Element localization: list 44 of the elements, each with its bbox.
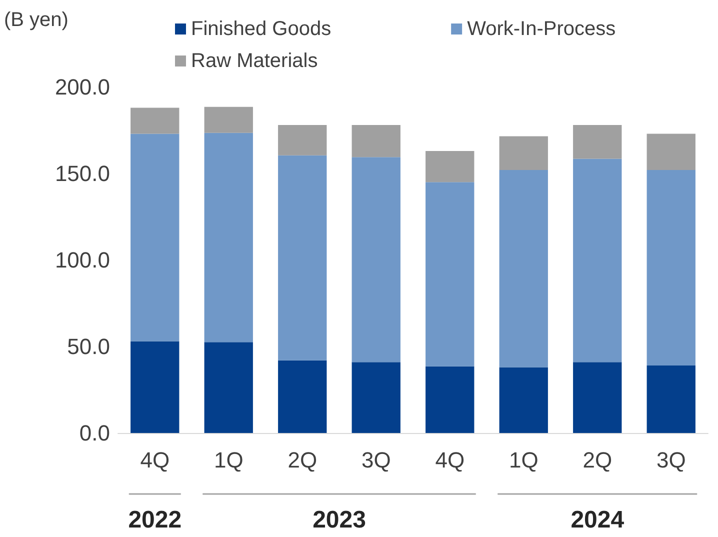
y-tick-label: 150.0 — [54, 161, 110, 186]
bar — [646, 366, 696, 433]
bar — [278, 125, 327, 156]
bar — [646, 134, 696, 170]
bar — [352, 157, 400, 362]
bar — [499, 136, 548, 170]
x-tick-label: 1Q — [508, 448, 538, 472]
bar — [573, 158, 622, 362]
x-tick-label: 3Q — [361, 448, 391, 472]
legend-label: Work-In-Process — [467, 18, 616, 40]
bar — [426, 151, 474, 182]
x-tick-label: 4Q — [140, 448, 170, 472]
bar — [499, 170, 548, 368]
bar — [646, 170, 696, 366]
x-tick-label: 2Q — [582, 448, 612, 472]
y-axis-title: (B yen) — [4, 9, 68, 31]
bar — [130, 341, 180, 433]
text: 2024 — [570, 506, 625, 534]
bar — [573, 362, 622, 433]
x-tick-label: 2Q — [288, 448, 318, 472]
bar — [426, 182, 474, 366]
y-tick-label: 200.0 — [54, 74, 110, 100]
text: 2023 — [312, 506, 366, 534]
text: 2022 — [128, 506, 182, 534]
bar — [278, 155, 327, 360]
y-tick-label: 0.0 — [79, 420, 110, 446]
x-tick-label: 1Q — [214, 448, 244, 472]
y-tick-label: 50.0 — [67, 334, 110, 359]
bar — [499, 367, 548, 433]
x-tick-label: 3Q — [656, 448, 686, 472]
legend-label: Finished Goods — [191, 18, 332, 40]
bar — [278, 360, 327, 433]
bar — [352, 362, 400, 433]
bar — [352, 125, 400, 158]
bar — [204, 342, 253, 433]
bar — [130, 134, 180, 342]
bar — [130, 108, 180, 134]
y-tick-label: 100.0 — [54, 248, 110, 272]
bar — [204, 132, 253, 342]
bar — [426, 366, 474, 433]
legend-label: Raw Materials — [191, 50, 318, 72]
bar — [204, 106, 253, 133]
x-tick-label: 4Q — [435, 448, 465, 472]
bar — [573, 125, 622, 159]
